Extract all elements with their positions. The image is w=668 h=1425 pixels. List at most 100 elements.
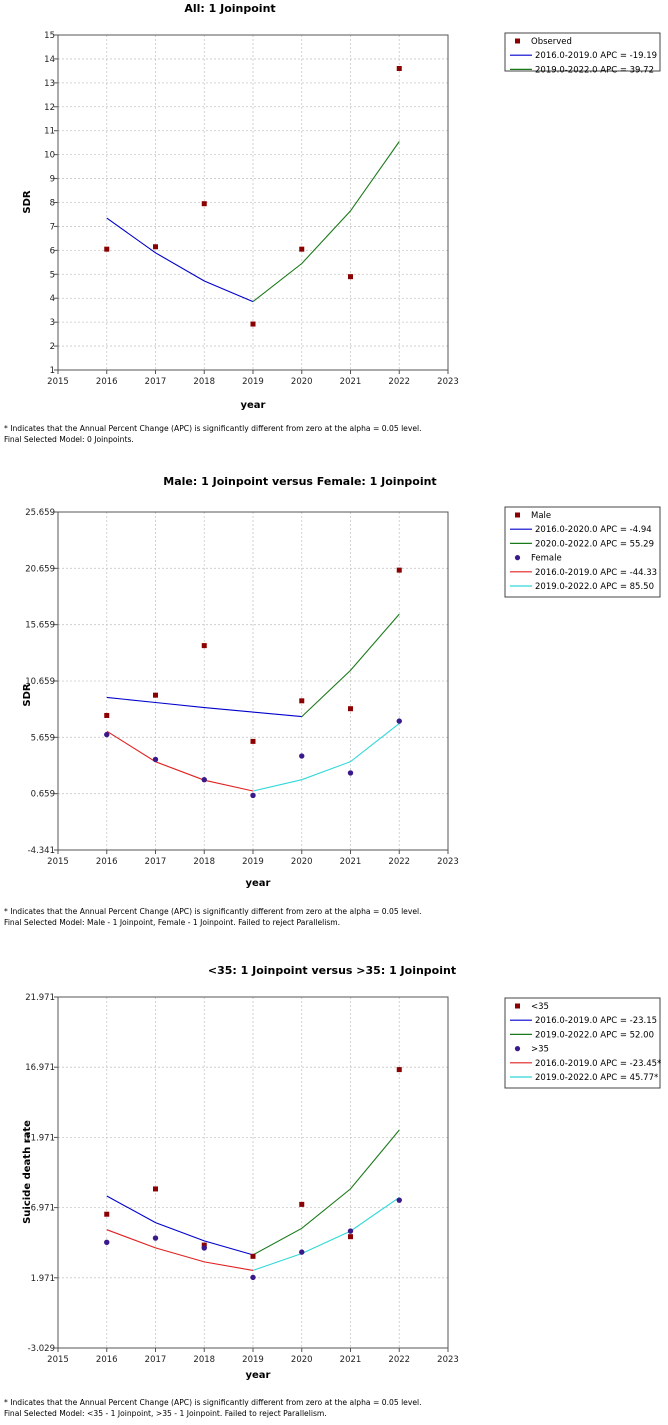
chart-age-legend-label: 2016.0-2019.0 APC = -23.45* [535,1059,661,1069]
chart-sex-x-tick-label: 2018 [193,857,215,867]
chart-all-x-tick-label: 2021 [340,377,362,387]
chart-all-y-tick-label: 14 [44,55,55,65]
chart-all-legend-label: Observed [531,37,572,47]
chart-sex-y-axis-label: SDR [22,683,33,707]
chart-sex-y-tick-label: 20.659 [25,564,55,574]
chart-sex-point-series-1 [201,643,207,649]
chart-age-point-series-1 [396,1067,402,1073]
chart-sex-legend-label: 2019.0-2022.0 APC = 85.50 [535,582,654,592]
chart-sex-y-tick-label: 25.659 [25,508,55,518]
chart-sex-x-tick-label: 2022 [388,857,410,867]
chart-all-y-tick-label: 1 [50,366,55,376]
chart-sex-point-series-2 [104,731,110,738]
chart-sex-note-final-model: Final Selected Model: Male - 1 Joinpoint… [4,918,341,927]
chart-age-note-final-model: Final Selected Model: <35 - 1 Joinpoint,… [4,1409,327,1418]
chart-age-point-series-2 [396,1197,402,1203]
chart-age-x-tick-label: 2015 [47,1355,69,1365]
chart-sex-point-series-1 [104,712,110,718]
chart-all-point-series-1 [153,244,158,250]
chart-age-x-tick-label: 2023 [437,1355,459,1365]
chart-sex-x-axis-label: year [246,878,271,889]
chart-all-y-tick-label: 10 [44,151,55,161]
chart-all-y-tick-label: 2 [50,342,55,352]
chart-age-x-tick-label: 2019 [242,1355,264,1365]
chart-age-point-series-1 [299,1201,305,1207]
chart-all-y-tick-label: 5 [50,270,55,280]
chart-age-y-tick-label: 6.971 [31,1204,55,1214]
chart-sex-point-series-2 [152,756,159,763]
chart-age-y-axis-label: Suicide death rate [22,1120,33,1224]
chart-all-x-tick-label: 2020 [291,377,313,387]
chart-age-point-series-1 [250,1253,256,1259]
chart-age-x-tick-label: 2018 [193,1355,215,1365]
chart-all-fit-line-1 [106,217,254,303]
chart-age-x-tick-label: 2017 [145,1355,167,1365]
chart-all-legend-label: 2019.0-2022.0 APC = 39.72 [535,65,654,75]
chart-age-legend-marker [514,1046,521,1052]
chart-sex-svg: Male: 1 Joinpoint versus Female: 1 Joinp… [22,475,661,889]
chart-sex-point-series-1 [348,706,353,712]
chart-age-point-series-1 [201,1242,207,1248]
chart-all-point-series-1 [299,246,305,252]
chart-all-x-tick-label: 2017 [145,377,167,387]
chart-age-legend-box [504,997,661,1089]
chart-all-y-tick-label: 4 [50,294,55,304]
chart-all-y-tick-label: 8 [50,199,55,209]
chart-sex-point-series-2 [396,718,402,724]
chart-sex-y-tick-label: 5.659 [31,733,55,743]
chart-sex-legend-label: 2016.0-2019.0 APC = -44.33 [535,568,657,578]
chart-sex-point-series-1 [299,698,305,704]
chart-sex-legend-marker [514,555,521,561]
chart-sex-y-tick-label: 15.659 [25,621,55,631]
chart-sex-y-tick-label: -4.341 [28,846,55,856]
chart-sex-point-series-1 [250,738,256,744]
chart-all-y-tick-label: 7 [50,222,55,232]
chart-sex-point-series-2 [299,753,305,759]
chart-all-x-tick-label: 2016 [96,377,118,387]
chart-age-x-tick-label: 2022 [388,1355,410,1365]
chart-all-y-tick-label: 15 [44,31,55,41]
chart-all-x-tick-label: 2023 [437,377,459,387]
chart-age-legend-label: 2016.0-2019.0 APC = -23.15 [535,1016,657,1026]
chart-all-point-series-1 [250,321,256,327]
chart-sex-point-series-1 [396,567,402,573]
chart-age-fit-line-1 [106,1195,254,1256]
chart-age: <35: 1 Joinpoint versus >35: 1 Joinpoint… [0,960,668,1425]
chart-sex-y-tick-label: 10.659 [25,677,55,687]
chart-all-point-series-1 [348,274,353,280]
chart-all-note-final-model: Final Selected Model: 0 Joinpoints. [4,435,134,444]
chart-all-point-series-1 [104,246,110,252]
chart-all-point-series-1 [396,66,402,71]
chart-all-y-tick-label: 9 [50,175,55,185]
chart-all-fit-line-2 [252,141,400,303]
chart-sex-legend-label: 2020.0-2022.0 APC = 55.29 [535,539,654,549]
chart-sex-x-tick-label: 2016 [96,857,118,867]
chart-age-point-series-2 [250,1274,256,1281]
chart-sex-point-series-1 [153,692,158,698]
chart-sex-fit-line-3 [106,730,254,792]
chart-age-y-tick-label: 1.971 [31,1274,55,1284]
chart-all-note-significance: * Indicates that the Annual Percent Chan… [4,424,422,433]
chart-sex-point-series-2 [347,770,354,776]
chart-sex: Male: 1 Joinpoint versus Female: 1 Joinp… [0,470,668,945]
chart-all-y-tick-label: 13 [44,79,55,89]
chart-all-y-tick-label: 3 [50,318,55,328]
chart-age-x-tick-label: 2021 [340,1355,362,1365]
chart-all-x-tick-label: 2018 [193,377,215,387]
chart-age-point-series-2 [152,1235,159,1241]
chart-age-legend-label: 2019.0-2022.0 APC = 52.00 [535,1030,654,1040]
chart-sex-fit-line-2 [301,613,400,717]
chart-age-fit-line-2 [252,1129,400,1256]
chart-age-point-series-1 [104,1211,110,1217]
chart-sex-x-tick-label: 2021 [340,857,362,867]
chart-all-title: All: 1 Joinpoint [184,2,275,15]
chart-sex-note-significance: * Indicates that the Annual Percent Chan… [4,907,422,916]
chart-all-y-axis-label: SDR [22,190,33,214]
chart-all: All: 1 Joinpoint 2015 2016 2017 2018 2019 2020… [0,0,668,475]
chart-age-y-tick-label: -3.029 [28,1344,55,1354]
chart-age-x-tick-label: 2016 [96,1355,118,1365]
chart-age-fit-line-3 [106,1229,254,1271]
chart-all-legend-box [504,32,661,72]
chart-all-y-tick-label: 12 [44,103,55,113]
chart-sex-point-series-2 [250,792,256,799]
